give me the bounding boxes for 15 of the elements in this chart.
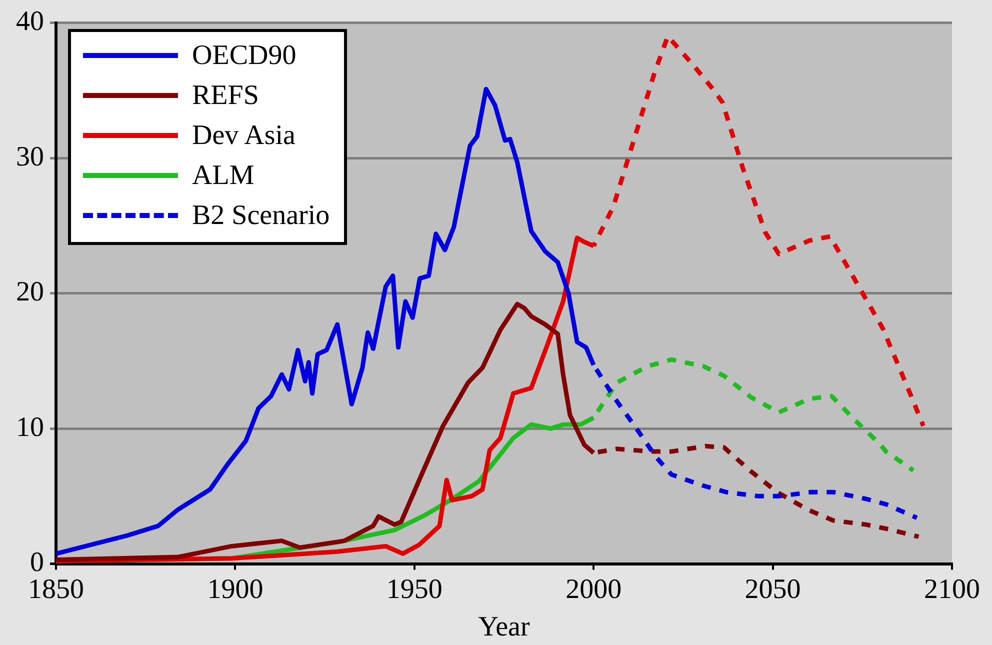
x-axis-title: Year: [478, 612, 530, 643]
x-tick-label: 2050: [744, 574, 801, 605]
legend-label: B2 Scenario: [192, 198, 330, 233]
y-tick-label: 10: [16, 412, 44, 443]
y-tick-label: 30: [16, 141, 44, 172]
legend-label: ALM: [192, 158, 254, 193]
x-tick-label: 1950: [386, 574, 442, 605]
y-tick-label: 40: [16, 6, 44, 38]
x-tick-label: 2000: [566, 574, 622, 605]
x-tick-label: 1900: [207, 574, 264, 605]
legend-label: REFS: [192, 78, 259, 113]
x-tick-label: 2100: [924, 574, 980, 605]
legend-label: OECD90: [192, 38, 296, 73]
y-tick-label: 20: [16, 276, 44, 308]
legend-label: Dev Asia: [192, 118, 296, 153]
